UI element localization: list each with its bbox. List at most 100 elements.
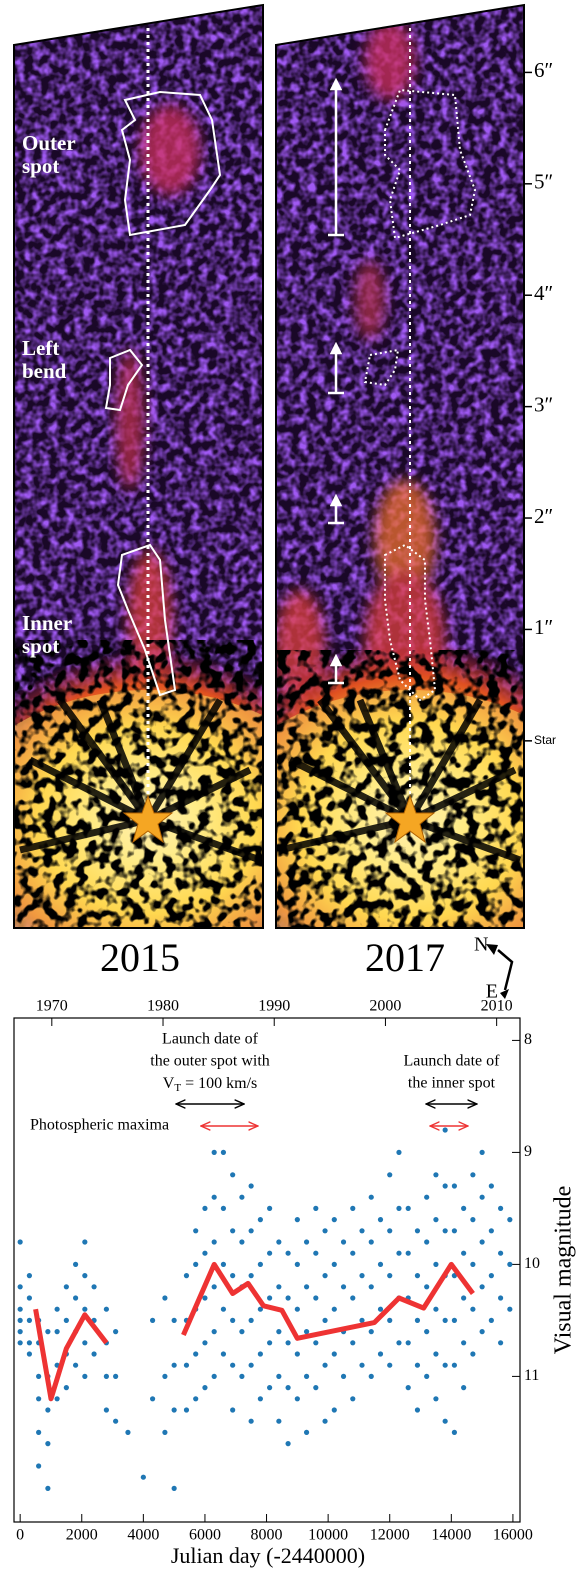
data-point	[183, 1362, 190, 1368]
x2-tick-label: 1970	[36, 998, 68, 1015]
data-point	[26, 1317, 32, 1323]
y-tick-label: 6″	[534, 58, 553, 82]
data-point	[313, 1385, 319, 1391]
region-label: bend	[22, 359, 67, 383]
data-point	[183, 1407, 190, 1413]
data-point	[451, 1362, 458, 1368]
data-point	[162, 1295, 168, 1301]
data-point	[267, 1250, 273, 1256]
data-point	[396, 1205, 402, 1211]
x-tick-label: 16000	[493, 1527, 533, 1544]
data-point	[340, 1373, 347, 1379]
data-point	[26, 1351, 32, 1357]
y-tick-label: Star	[534, 733, 556, 747]
data-point	[285, 1250, 291, 1256]
data-point	[396, 1340, 402, 1346]
data-point	[276, 1373, 282, 1379]
data-point	[257, 1351, 263, 1357]
data-point	[479, 1194, 485, 1200]
data-point	[405, 1250, 411, 1256]
data-point	[433, 1172, 439, 1178]
region-label: spot	[22, 634, 59, 658]
data-point	[387, 1228, 393, 1234]
data-point	[63, 1284, 69, 1290]
data-point	[248, 1273, 254, 1279]
data-point	[442, 1317, 448, 1323]
annotation: the inner spot	[408, 1075, 496, 1092]
data-point	[17, 1329, 23, 1335]
data-point	[26, 1273, 32, 1279]
data-point	[340, 1239, 347, 1245]
data-point	[294, 1217, 300, 1223]
data-point	[497, 1205, 504, 1211]
data-point	[220, 1205, 227, 1211]
data-point	[113, 1418, 119, 1424]
data-point	[433, 1396, 439, 1402]
y-tick-label: 9	[524, 1143, 532, 1160]
data-point	[359, 1362, 365, 1368]
data-point	[359, 1317, 365, 1323]
data-point	[171, 1485, 177, 1491]
panel-year: 2015	[100, 935, 180, 980]
y-tick-label: 11	[524, 1367, 539, 1384]
data-point	[220, 1306, 227, 1312]
data-point	[294, 1396, 300, 1402]
data-point	[63, 1317, 69, 1323]
data-point	[36, 1463, 42, 1469]
region-label: Outer	[22, 131, 76, 155]
data-point	[350, 1205, 356, 1211]
data-point	[303, 1429, 310, 1435]
data-point	[45, 1329, 51, 1335]
data-point	[230, 1172, 236, 1178]
data-point	[82, 1306, 88, 1312]
data-point	[26, 1340, 32, 1346]
x-tick-label: 12000	[370, 1527, 410, 1544]
data-point	[36, 1429, 42, 1435]
data-point	[171, 1362, 177, 1368]
data-point	[248, 1418, 254, 1424]
region-label: spot	[22, 154, 59, 178]
data-point	[322, 1273, 328, 1279]
data-point	[103, 1306, 109, 1312]
data-point	[350, 1295, 356, 1301]
y-tick-label: 1″	[534, 615, 553, 639]
data-point	[350, 1250, 356, 1256]
data-point	[507, 1261, 513, 1267]
data-point	[313, 1295, 319, 1301]
plot-frame	[13, 1017, 521, 1523]
data-point	[267, 1295, 273, 1301]
data-point	[26, 1295, 32, 1301]
data-point	[125, 1429, 131, 1435]
compass-label: E	[486, 981, 498, 1003]
data-point	[54, 1396, 60, 1402]
data-point	[479, 1149, 485, 1155]
data-point	[63, 1385, 69, 1391]
data-point	[45, 1485, 51, 1491]
data-point	[424, 1239, 430, 1245]
data-point	[488, 1228, 494, 1234]
data-point	[414, 1407, 421, 1413]
data-point	[202, 1385, 208, 1391]
x-tick-label: 4000	[127, 1527, 159, 1544]
data-point	[276, 1284, 282, 1290]
data-point	[461, 1385, 467, 1391]
data-point	[294, 1261, 300, 1267]
x2-tick-label: 1980	[147, 998, 179, 1015]
x-tick-label: 14000	[431, 1527, 471, 1544]
data-point	[424, 1329, 430, 1335]
data-point	[451, 1429, 458, 1435]
data-point	[267, 1340, 273, 1346]
data-point	[230, 1273, 236, 1279]
data-point	[54, 1306, 60, 1312]
data-point	[17, 1317, 23, 1323]
data-point	[193, 1396, 199, 1402]
data-point	[470, 1172, 476, 1178]
data-point	[72, 1261, 79, 1267]
data-point	[257, 1396, 263, 1402]
data-point	[350, 1340, 356, 1346]
data-point	[451, 1183, 458, 1189]
data-point	[507, 1306, 513, 1312]
data-point	[377, 1217, 384, 1223]
data-point	[54, 1329, 60, 1335]
x2-tick-label: 1990	[258, 998, 290, 1015]
